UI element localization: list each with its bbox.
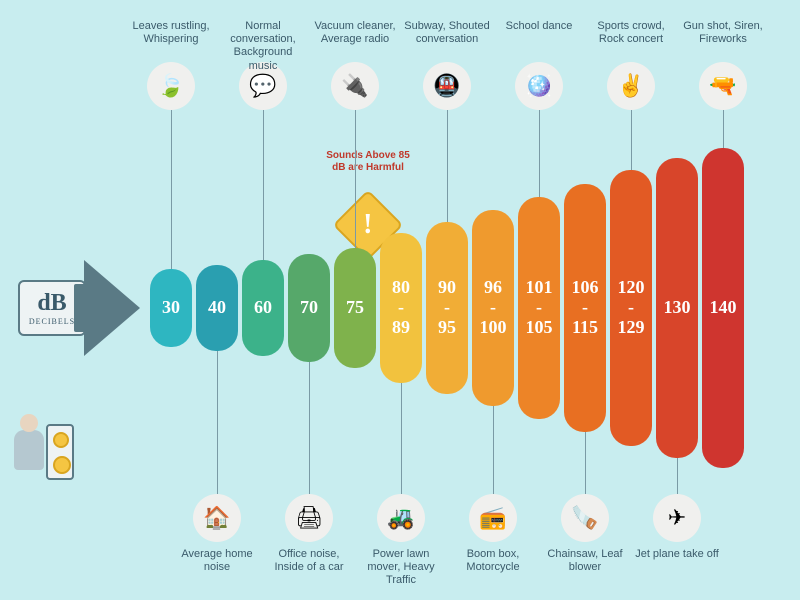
db-bar-106to115: 106-115: [564, 184, 606, 432]
connector-top: [539, 110, 540, 197]
decibels-text: DECIBELS: [29, 317, 75, 326]
label-top: Subway, Shouted conversation: [402, 20, 492, 46]
db-bar-90to95: 90-95: [426, 222, 468, 394]
chainsaw-icon: 🪚: [561, 494, 609, 542]
db-bar-40: 40: [196, 265, 238, 351]
label-bottom: Average home noise: [172, 548, 262, 574]
connector-bottom: [677, 458, 678, 494]
connector-top: [631, 110, 632, 170]
warning-text: Sounds Above 85 dB are Harmful: [323, 150, 413, 174]
connector-top: [263, 110, 264, 260]
gun-icon: 🔫: [699, 62, 747, 110]
label-bottom: Power lawn mover, Heavy Traffic: [356, 548, 446, 588]
speaker-cone: [84, 260, 140, 356]
connector-bottom: [401, 383, 402, 494]
connector-bottom: [217, 351, 218, 494]
db-bar-96to100: 96-100: [472, 210, 514, 406]
peace-icon: ✌: [607, 62, 655, 110]
house-icon: 🏠: [193, 494, 241, 542]
mower-icon: 🚜: [377, 494, 425, 542]
db-bar-70: 70: [288, 254, 330, 362]
discoball-icon: 🪩: [515, 62, 563, 110]
db-bar-140: 140: [702, 148, 744, 468]
label-top: Leaves rustling, Whispering: [126, 20, 216, 46]
label-top: School dance: [494, 20, 584, 33]
connector-top: [447, 110, 448, 222]
label-bottom: Chainsaw, Leaf blower: [540, 548, 630, 574]
connector-bottom: [309, 362, 310, 494]
vacuum-icon: 🔌: [331, 62, 379, 110]
subway-icon: 🚇: [423, 62, 471, 110]
db-bar-101to105: 101-105: [518, 197, 560, 419]
db-text: dB: [37, 290, 66, 317]
connector-top: [171, 110, 172, 269]
db-bar-80to89: 80-89: [380, 233, 422, 383]
db-bar-120to129: 120-129: [610, 170, 652, 446]
person-figure: [14, 430, 44, 470]
label-top: Normal conversation, Background music: [218, 20, 308, 73]
plane-icon: ✈: [653, 494, 701, 542]
boombox-icon: 📻: [469, 494, 517, 542]
label-top: Sports crowd, Rock concert: [586, 20, 676, 46]
db-bar-75: 75: [334, 248, 376, 368]
db-bar-60: 60: [242, 260, 284, 356]
label-top: Gun shot, Siren, Fireworks: [678, 20, 768, 46]
db-bar-30: 30: [150, 269, 192, 347]
person-speaker: [46, 424, 74, 480]
warning-exclaim-icon: !: [363, 209, 372, 241]
label-bottom: Office noise, Inside of a car: [264, 548, 354, 574]
label-bottom: Jet plane take off: [632, 548, 722, 561]
connector-top: [355, 110, 356, 248]
connector-bottom: [493, 406, 494, 494]
leaves-icon: 🍃: [147, 62, 195, 110]
label-top: Vacuum cleaner, Average radio: [310, 20, 400, 46]
printer-icon: 🖨: [285, 494, 333, 542]
label-bottom: Boom box, Motorcycle: [448, 548, 538, 574]
db-bar-130: 130: [656, 158, 698, 458]
connector-top: [723, 110, 724, 148]
connector-bottom: [585, 432, 586, 494]
